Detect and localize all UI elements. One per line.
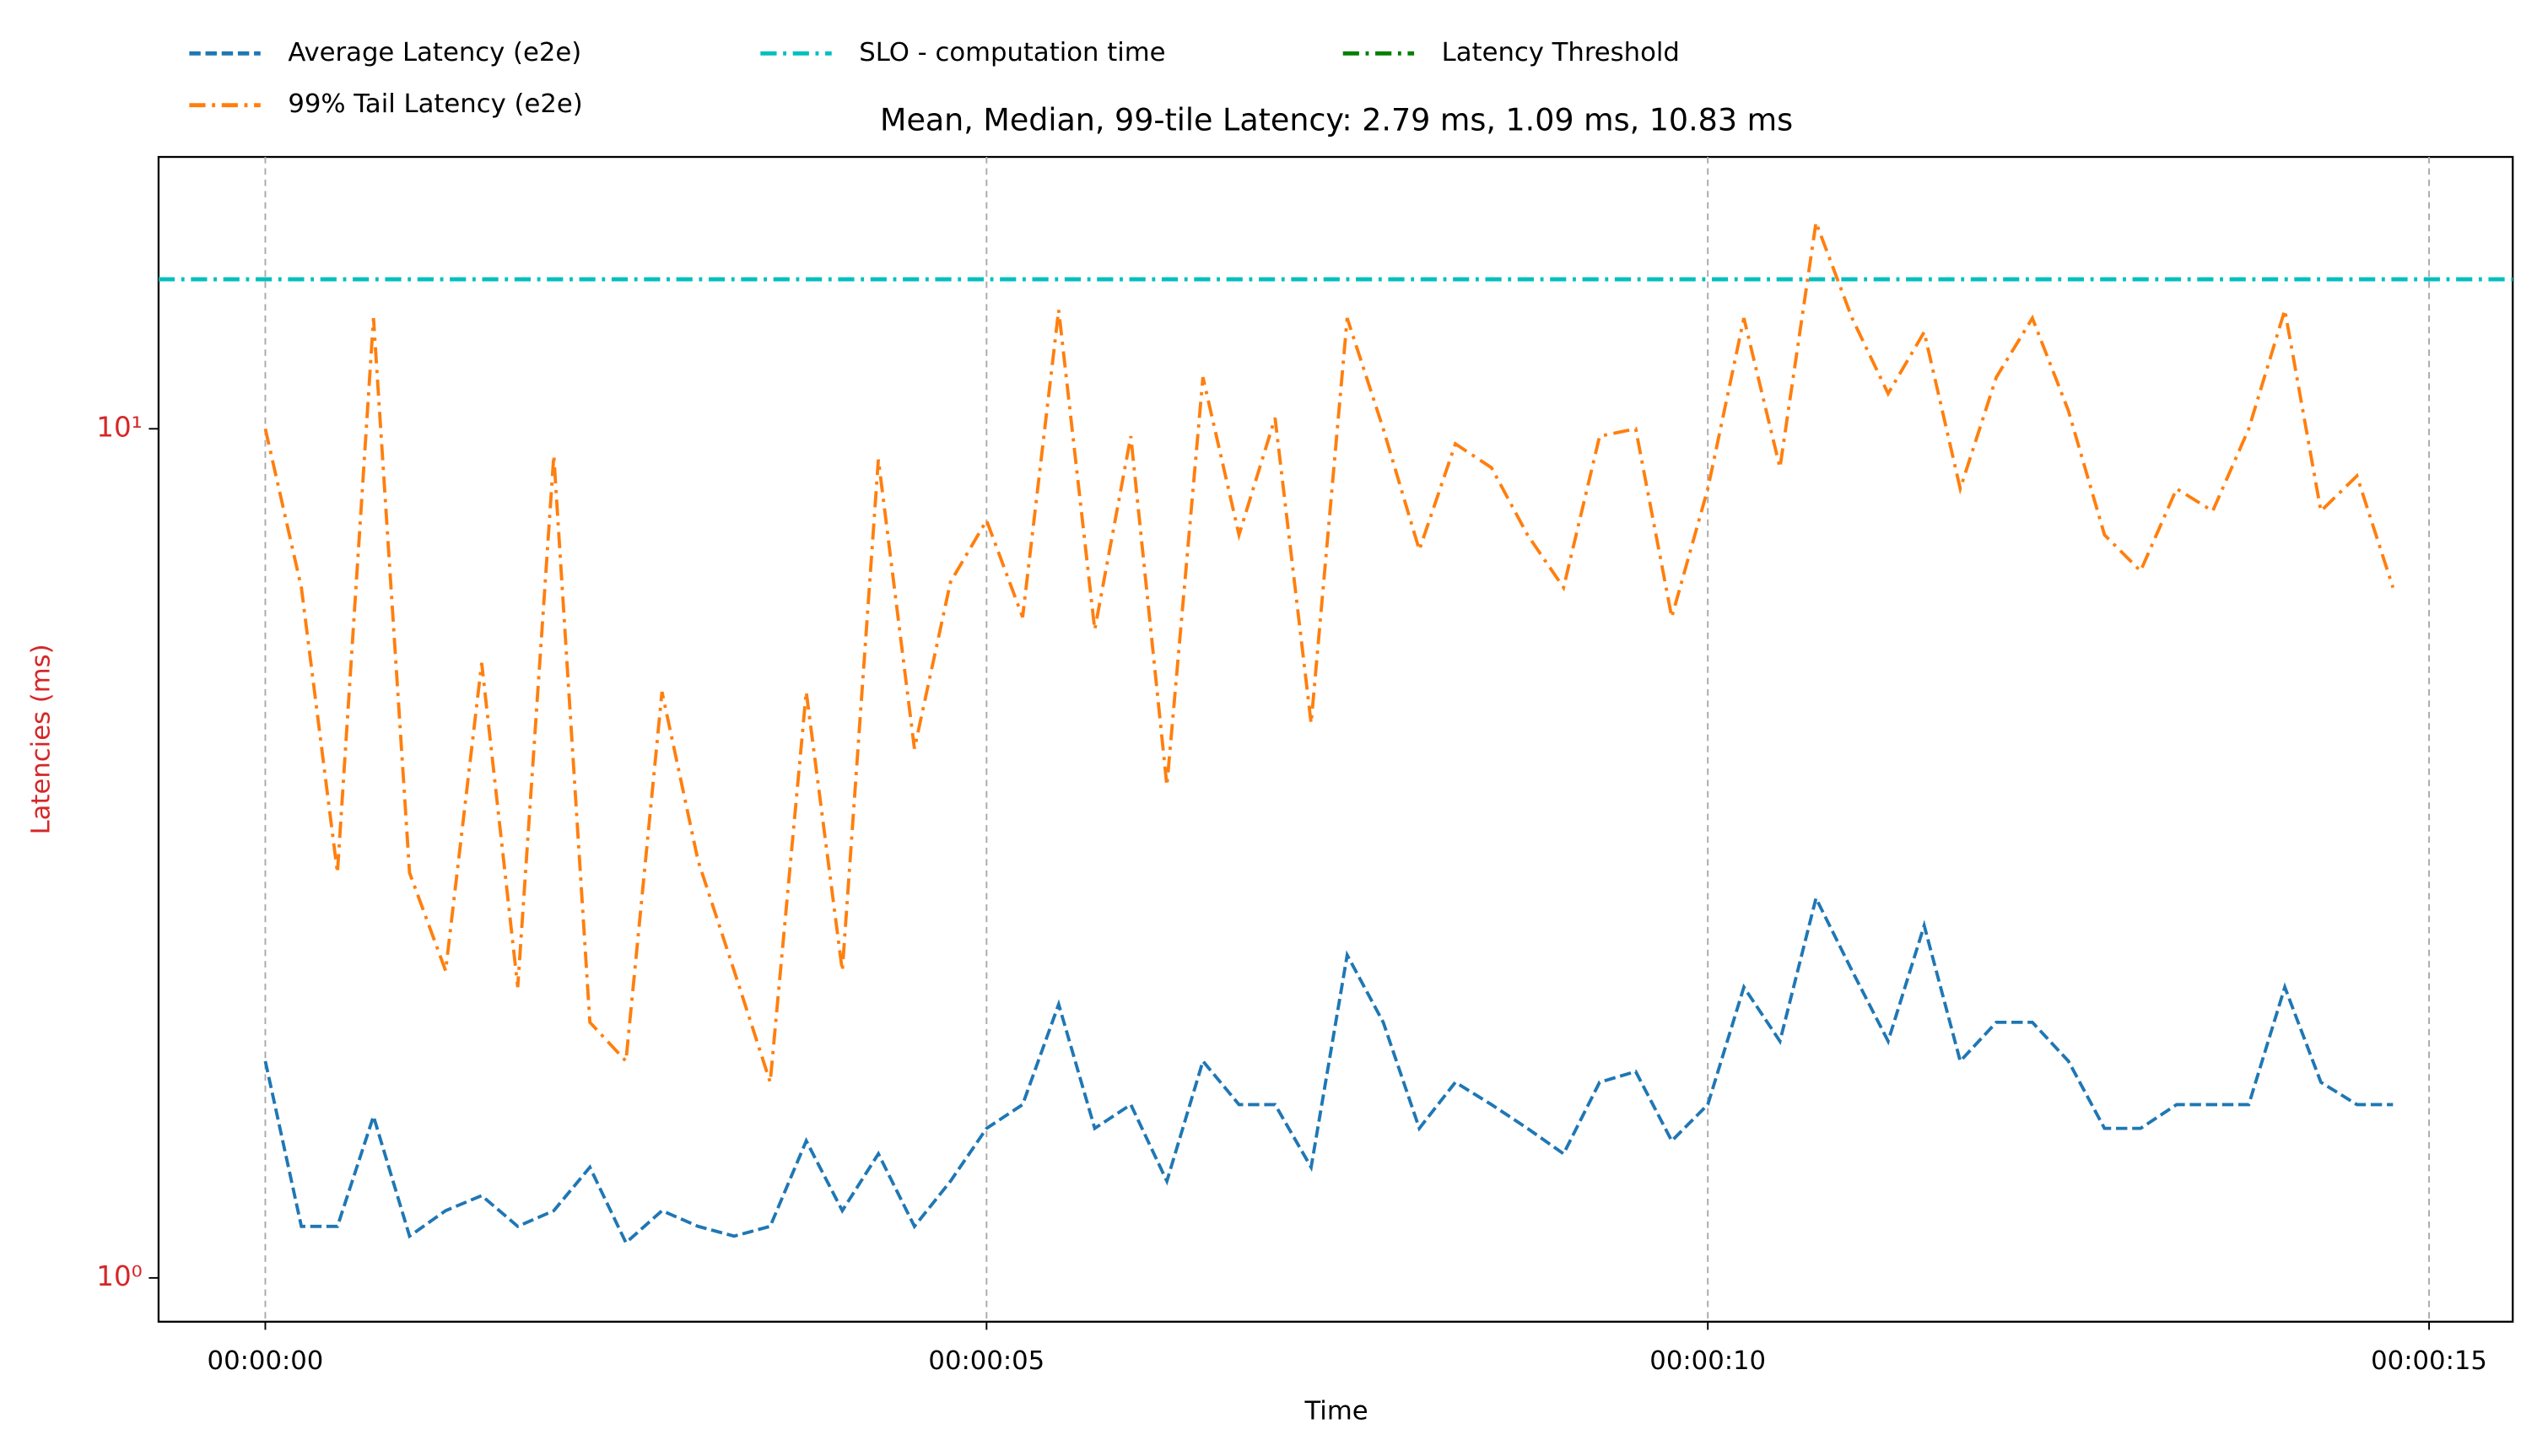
y-tick-label: 10⁰ xyxy=(96,1260,143,1292)
plot-frame xyxy=(157,155,2514,1323)
series-line xyxy=(263,893,2394,1246)
x-axis-label: Time xyxy=(1304,1397,1368,1426)
legend-label: Latency Threshold xyxy=(1442,38,1680,67)
x-tick-label: 00:00:15 xyxy=(2371,1346,2487,1376)
legend-label: 99% Tail Latency (e2e) xyxy=(288,89,582,119)
chart-title: Mean, Median, 99-tile Latency: 2.79 ms, … xyxy=(880,101,1793,138)
y-axis-label: Latencies (ms) xyxy=(26,644,56,834)
y-tick-label: 10¹ xyxy=(96,411,143,443)
x-tick-label: 00:00:10 xyxy=(1649,1346,1766,1376)
series-line xyxy=(263,216,2395,1083)
x-tick-label: 00:00:00 xyxy=(208,1346,324,1376)
x-tick-label: 00:00:05 xyxy=(928,1346,1044,1376)
legend-label: Average Latency (e2e) xyxy=(288,38,581,67)
legend-label: SLO - computation time xyxy=(859,38,1165,67)
